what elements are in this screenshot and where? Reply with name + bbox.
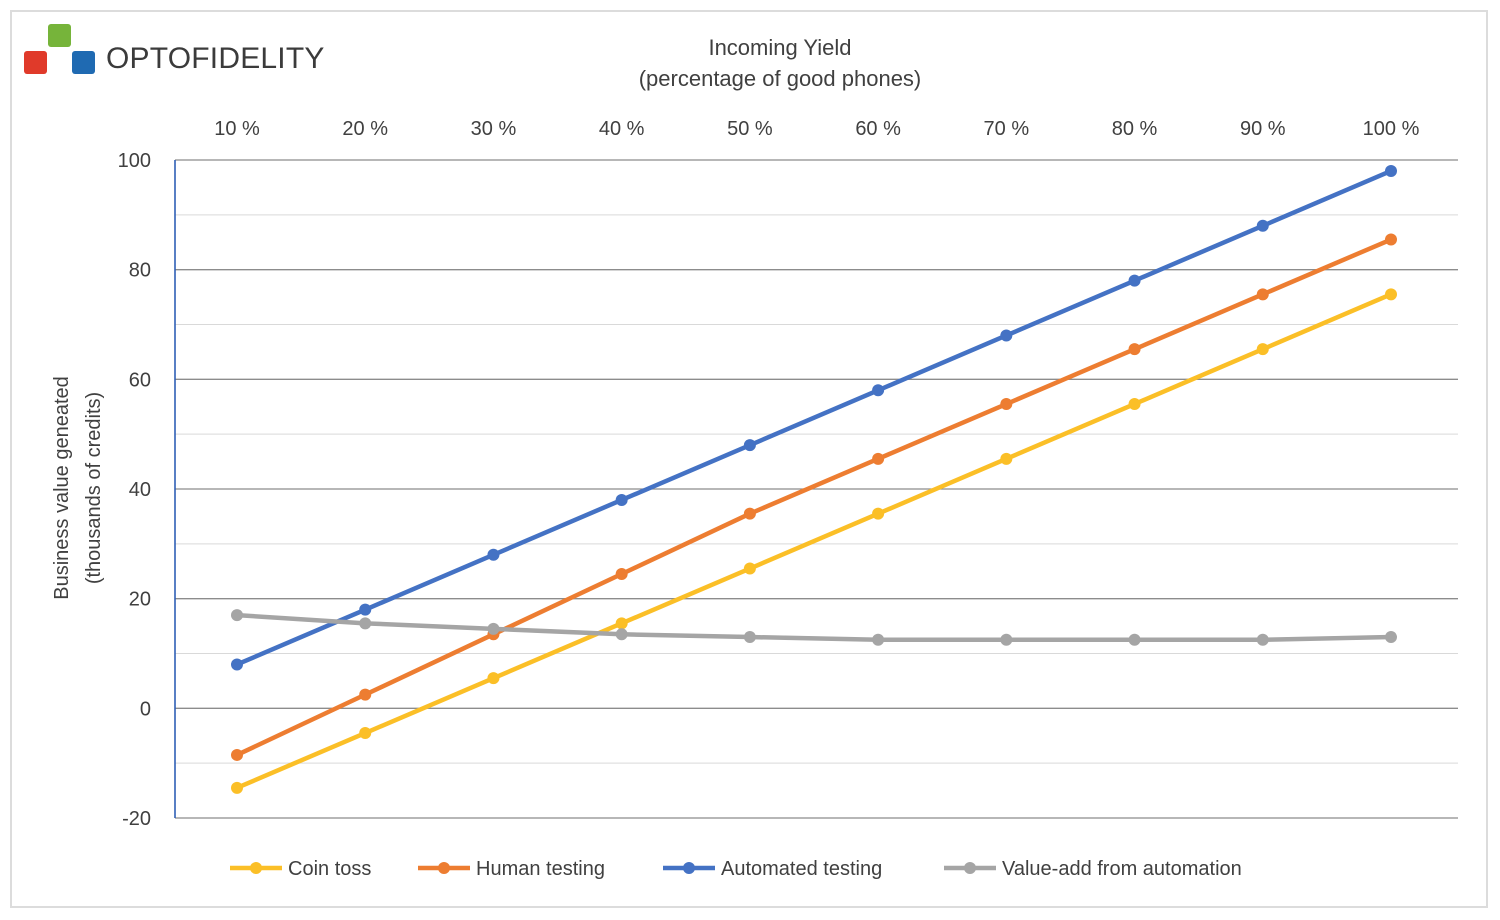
data-point [743,439,756,452]
legend-swatch-marker [250,862,262,874]
legend-swatch-marker [438,862,450,874]
x-axis-title-line1: Incoming Yield [708,35,851,60]
y-tick-label: 20 [129,589,151,611]
x-tick-label: 40 % [599,118,645,140]
data-point [615,628,628,641]
series-automated-testing [231,164,1397,671]
x-tick-label: 90 % [1240,118,1286,140]
x-tick-label: 30 % [471,118,517,140]
y-axis-title-line2: (thousands of credits) [83,392,105,584]
legend-swatch-marker [964,862,976,874]
data-point [231,658,243,671]
data-point [487,672,500,685]
legend-item: Human testing [418,858,605,880]
series-coin-toss [231,288,1397,794]
data-point [743,562,756,575]
series-human-testing [231,233,1397,761]
legend-label: Human testing [476,858,605,880]
data-point [1128,633,1141,646]
series-line [234,292,1394,791]
data-point [872,633,885,646]
data-point [872,452,885,465]
y-axis-title-line1: Business value geneated [51,376,73,600]
y-tick-label: 80 [129,260,151,282]
data-point [1256,219,1269,232]
x-tick-label: 80 % [1112,118,1158,140]
logo-text: OPTOFIDELITY [106,42,325,75]
series-value-add-from-automation [231,609,1397,646]
y-tick-label: 100 [118,150,151,172]
data-point [1256,343,1269,356]
x-tick-label: 70 % [984,118,1030,140]
data-point [1385,164,1397,177]
y-tick-label: 0 [140,698,151,720]
data-point [872,507,885,520]
legend-swatch-marker [683,862,695,874]
data-point [1385,233,1397,246]
x-tick-label: 50 % [727,118,773,140]
series-line [234,168,1394,667]
data-point [231,781,243,794]
series [231,164,1397,794]
data-point [872,384,885,397]
data-point [1128,343,1141,356]
data-point [1256,288,1269,301]
data-point [1256,633,1269,646]
data-point [359,617,372,630]
legend: Coin toss Human testing Automated testing V… [230,858,1242,880]
data-point [1385,288,1397,301]
data-point [359,727,372,740]
legend-item: Automated testing [663,858,882,880]
y-tick-label: 40 [129,479,151,501]
grid [175,159,1458,819]
data-point [743,507,756,520]
y-tick-label: -20 [122,808,151,830]
data-point [615,617,628,630]
x-tick-label: 60 % [855,118,901,140]
x-axis-title-line2: (percentage of good phones) [639,66,922,91]
data-point [487,548,500,561]
legend-label: Coin toss [288,858,371,880]
series-line [234,237,1394,758]
axes: Incoming Yield (percentage of good phone… [51,35,1420,830]
data-point [1000,329,1013,342]
data-point [615,493,628,506]
data-point [1000,398,1013,411]
data-point [1128,398,1141,411]
x-tick-label: 20 % [342,118,388,140]
data-point [231,748,243,761]
data-point [743,631,756,644]
data-point [1385,631,1397,644]
legend-item: Coin toss [230,858,371,880]
optofidelity-logo: OPTOFIDELITY [24,24,344,80]
legend-label: Value-add from automation [1002,858,1242,880]
data-point [1000,633,1013,646]
data-point [615,567,628,580]
legend-item: Value-add from automation [944,858,1242,880]
data-point [1000,452,1013,465]
data-point [359,688,372,701]
y-tick-label: 60 [129,369,151,391]
data-point [1128,274,1141,287]
data-point [359,603,372,616]
data-point [487,622,500,635]
series-line [234,612,1394,643]
logo-green-square [48,24,71,47]
data-point [231,609,243,622]
x-tick-label: 10 % [214,118,260,140]
legend-label: Automated testing [721,858,882,880]
logo-blue-square [72,51,95,74]
x-tick-label: 100 % [1363,118,1420,140]
logo-red-square [24,51,47,74]
